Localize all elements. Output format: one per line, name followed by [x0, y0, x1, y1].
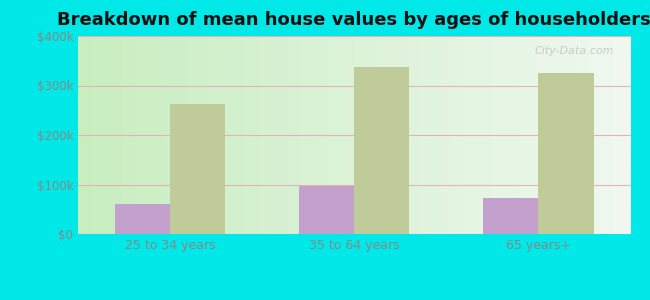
Bar [170, 104, 226, 234]
Bar [299, 186, 354, 234]
Title: Breakdown of mean house values by ages of householders: Breakdown of mean house values by ages o… [57, 11, 650, 29]
Bar [354, 67, 410, 234]
Bar [538, 73, 593, 234]
Bar [115, 204, 170, 234]
Bar [483, 198, 538, 234]
Text: City-Data.com: City-Data.com [534, 46, 614, 56]
